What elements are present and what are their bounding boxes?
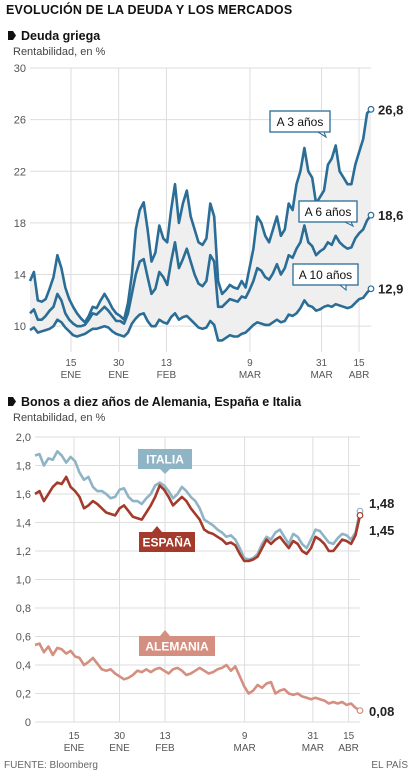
chart1-x-tick-day: 15 [354, 358, 366, 369]
chart2-x-tick-day: 9 [242, 731, 248, 742]
chart1-series-label-box [269, 110, 331, 133]
footer-credit: EL PAÍS [371, 758, 408, 771]
chart2-series-label-pointer [160, 630, 170, 636]
section-marker-icon [8, 397, 16, 406]
chart1-series-label: A 6 años [305, 205, 352, 219]
chart1-x-tick-day: 15 [65, 358, 77, 369]
chart1-x-tick-day: 13 [161, 358, 173, 369]
chart2-y-tick-label: 0,6 [16, 632, 31, 644]
chart2-series-lines [34, 449, 364, 714]
chart2-x-tick-month: FEB [155, 743, 175, 754]
chart2-y-tick-label: 1,0 [16, 575, 31, 587]
chart2-series-label-pointer [152, 526, 162, 532]
chart1-series-line-10y [29, 287, 372, 342]
chart2-x-tick-month: MAR [302, 743, 324, 754]
chart1-y-axis: 10 14 18 22 26 30 [14, 63, 26, 333]
section-marker-icon [8, 31, 16, 40]
chart2-x-tick-day: 31 [307, 731, 319, 742]
chart2-y-tick-label: 1,4 [16, 518, 31, 530]
chart2-series-line-alemania [34, 642, 361, 712]
chart1-ylabel: Rentabilidad, en % [13, 46, 106, 58]
chart2-x-tick-month: ENE [109, 743, 130, 754]
chart2-y-tick-label: 1,2 [16, 546, 31, 558]
footer-source: FUENTE: Bloomberg [4, 760, 98, 771]
chart1-series-lines [28, 105, 375, 342]
chart2-series-line-italia [34, 449, 362, 561]
chart1-end-value-label: 26,8 [378, 102, 403, 117]
chart1-end-value-label: 12,9 [378, 282, 403, 297]
chart1-series-label: A 3 años [277, 115, 324, 129]
chart2-series-label: ESPAÑA [142, 535, 191, 550]
chart1-shaded-area [30, 109, 371, 341]
chart1-y-tick-label: 26 [14, 115, 26, 127]
chart1-series-label-box [298, 200, 358, 223]
chart2-x-tick-day: 30 [114, 731, 126, 742]
chart2-end-value-label: 0,08 [369, 704, 394, 719]
chart2-series-label: ALEMANIA [145, 640, 209, 654]
page-title: EVOLUCIÓN DE LA DEUDA Y LOS MERCADOS [6, 3, 293, 17]
chart2-y-tick-label: 2,0 [16, 432, 31, 444]
chart1-x-tick-day: 31 [316, 358, 328, 369]
chart1-y-tick-label: 30 [14, 63, 26, 75]
chart2-series-labels: 1,48 1,45 0,08 ITALIA ESPAÑA ALEMANIA [138, 449, 394, 719]
chart2-x-tick-day: 13 [159, 731, 171, 742]
chart2-y-tick-label: 1,6 [16, 489, 31, 501]
chart2-title: Bonos a diez años de Alemania, España e … [21, 395, 302, 409]
chart1-end-marker [367, 211, 375, 219]
chart2-y-tick-label: 0,2 [16, 689, 31, 701]
chart2-series-line-espana [34, 475, 362, 563]
chart2-end-value-label: 1,48 [369, 496, 394, 511]
chart1-x-tick-month: ENE [61, 370, 82, 381]
chart2-y-axis: 0 0,2 0,4 0,6 0,8 1,0 1,2 1,4 1,6 1,8 2,0 [16, 432, 31, 729]
chart1-end-value-label: 18,6 [378, 208, 403, 223]
chart2-x-tick-month: ENE [64, 743, 85, 754]
chart2-end-marker [356, 511, 364, 519]
chart1-x-tick-month: MAR [310, 370, 332, 381]
chart1-x-tick-month: ENE [108, 370, 129, 381]
chart1-end-marker [367, 285, 375, 293]
chart1-x-tick-day: 30 [113, 358, 125, 369]
chart2-x-tick-day: 15 [343, 731, 355, 742]
chart2-y-tick-label: 1,8 [16, 461, 31, 473]
chart2-y-tick-label: 0 [25, 717, 31, 729]
chart2-ylabel: Rentabilidad, en % [13, 412, 106, 424]
chart1-series-label-box [292, 263, 359, 286]
chart2-y-tick-label: 0,8 [16, 603, 31, 615]
chart2-end-value-label: 1,45 [369, 523, 394, 538]
chart1-area-between-series [30, 109, 371, 341]
chart2-end-marker [356, 707, 364, 714]
chart1-series-label: A 10 años [299, 268, 352, 282]
chart2-y-tick-label: 0,4 [16, 660, 31, 672]
chart1-series-line-3y [28, 108, 372, 324]
chart1-y-tick-label: 10 [14, 321, 26, 333]
chart1-title: Deuda griega [21, 29, 101, 43]
chart1-end-marker [367, 105, 375, 113]
chart2-series-label: ITALIA [146, 453, 184, 467]
chart1-x-tick-month: ABR [349, 370, 370, 381]
chart2-series-label-box [138, 449, 192, 469]
chart2-x-tick-day: 15 [68, 731, 80, 742]
chart1-series-label-pointer [338, 284, 347, 292]
chart1-series-label-pointer [344, 221, 355, 228]
chart2-gridlines [35, 436, 360, 723]
chart2-x-tick-month: ABR [338, 743, 359, 754]
chart2-x-tick-month: MAR [234, 743, 256, 754]
chart1-x-tick-month: FEB [157, 370, 177, 381]
chart2-series-label-box [139, 636, 215, 656]
chart1-series-labels: 26,8 18,6 12,9 A 3 años A 6 años A 10 años [269, 102, 403, 297]
chart2-series-label-pointer [160, 469, 170, 474]
chart1-y-tick-label: 18 [14, 218, 26, 230]
chart1-series-label-pointer [316, 131, 328, 139]
chart1-series-line-6y [29, 214, 373, 328]
chart1-y-tick-label: 14 [14, 270, 26, 282]
chart1-x-tick-day: 9 [247, 358, 253, 369]
chart1-y-tick-label: 22 [14, 166, 26, 178]
chart2-series-label-box [139, 532, 195, 552]
chart1-x-tick-month: MAR [239, 370, 261, 381]
